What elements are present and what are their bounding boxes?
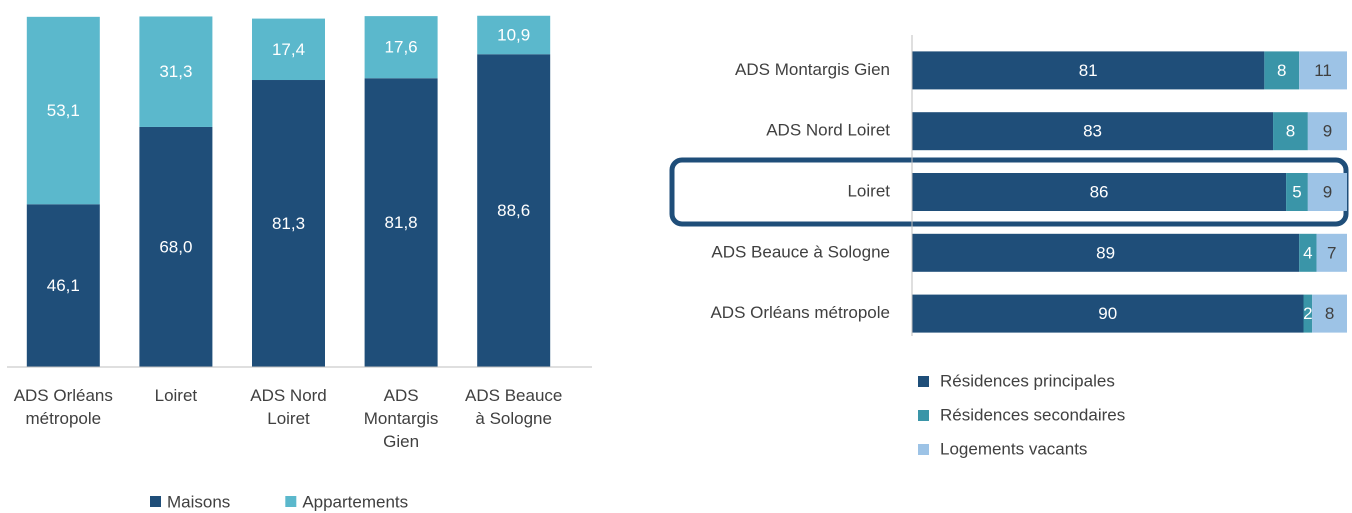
data-label: 7 (1327, 243, 1336, 262)
bar-segment (1299, 51, 1347, 90)
legend-swatch (918, 444, 929, 455)
data-label: 81,8 (385, 213, 418, 232)
legend-swatch (150, 496, 161, 507)
data-label: 10,9 (497, 25, 530, 44)
bar-segment (1303, 294, 1313, 333)
x-tick-label: ADS Orléans métropole (13, 386, 113, 428)
bar-segment (477, 54, 551, 367)
x-tick-label: ADS Beauce à Sologne (465, 386, 563, 428)
legend-swatch (918, 376, 929, 387)
y-tick-label: ADS Montargis Gien (735, 60, 890, 79)
bar-segment (1316, 233, 1347, 272)
data-label: 8 (1325, 304, 1334, 323)
bar-segment (364, 78, 438, 367)
bar-segment (912, 173, 1287, 211)
y-tick-label: Loiret (847, 181, 890, 200)
data-label: 46,1 (47, 276, 80, 295)
data-label: 17,6 (385, 38, 418, 57)
bar-segment (477, 15, 551, 55)
x-tick-label: Loiret (154, 386, 198, 405)
legend-swatch (285, 496, 297, 507)
legend-label: Maisons (167, 492, 230, 511)
bar-segment (1307, 112, 1347, 151)
legend-label: Logements vacants (940, 439, 1087, 458)
legend-swatch (918, 410, 929, 421)
bar-segment (1299, 233, 1317, 272)
data-label: 17,4 (272, 40, 305, 59)
y-tick-label: ADS Nord Loiret (766, 121, 890, 140)
bar-segment (26, 16, 100, 205)
bar-segment (1286, 173, 1308, 211)
bar-segment (139, 16, 213, 127)
data-label: 8 (1277, 61, 1286, 80)
data-label: 4 (1303, 243, 1312, 262)
data-label: 89 (1096, 243, 1115, 262)
bar-segment (252, 18, 325, 81)
data-label: 2 (1303, 304, 1312, 323)
y-tick-label: ADS Beauce à Sologne (711, 242, 890, 261)
data-label: 68,0 (159, 237, 192, 256)
data-label: 83 (1083, 122, 1102, 141)
data-label: 53,1 (47, 101, 80, 120)
bar-segment (252, 80, 325, 368)
data-label: 5 (1292, 182, 1301, 201)
bar-segment (26, 204, 100, 367)
x-tick-label: ADS Montargis Gien (363, 386, 439, 451)
x-tick-label: ADS Nord Loiret (250, 386, 327, 428)
data-label: 86 (1090, 182, 1109, 201)
bar-segment (912, 233, 1300, 272)
data-label: 90 (1098, 304, 1117, 323)
data-label: 9 (1323, 182, 1332, 201)
bar-segment (912, 51, 1265, 90)
bar-segment (1307, 173, 1347, 211)
bar-segment (912, 294, 1304, 333)
bar-segment (139, 126, 213, 368)
data-label: 31,3 (159, 62, 192, 81)
bar-segment (1312, 294, 1347, 333)
data-label: 81,3 (272, 214, 305, 233)
data-label: 88,6 (497, 201, 530, 220)
legend-label: Résidences secondaires (940, 405, 1125, 424)
data-label: 11 (1314, 61, 1332, 80)
data-label: 81 (1079, 61, 1098, 80)
data-label: 9 (1323, 122, 1332, 141)
bar-segment (912, 112, 1274, 151)
legend-label: Appartements (302, 492, 408, 511)
legend-label: Résidences principales (940, 371, 1115, 390)
data-label: 8 (1286, 122, 1295, 141)
y-tick-label: ADS Orléans métropole (710, 303, 890, 322)
bar-segment (364, 16, 438, 79)
bar-segment (1273, 112, 1308, 151)
bar-segment (1264, 51, 1300, 90)
